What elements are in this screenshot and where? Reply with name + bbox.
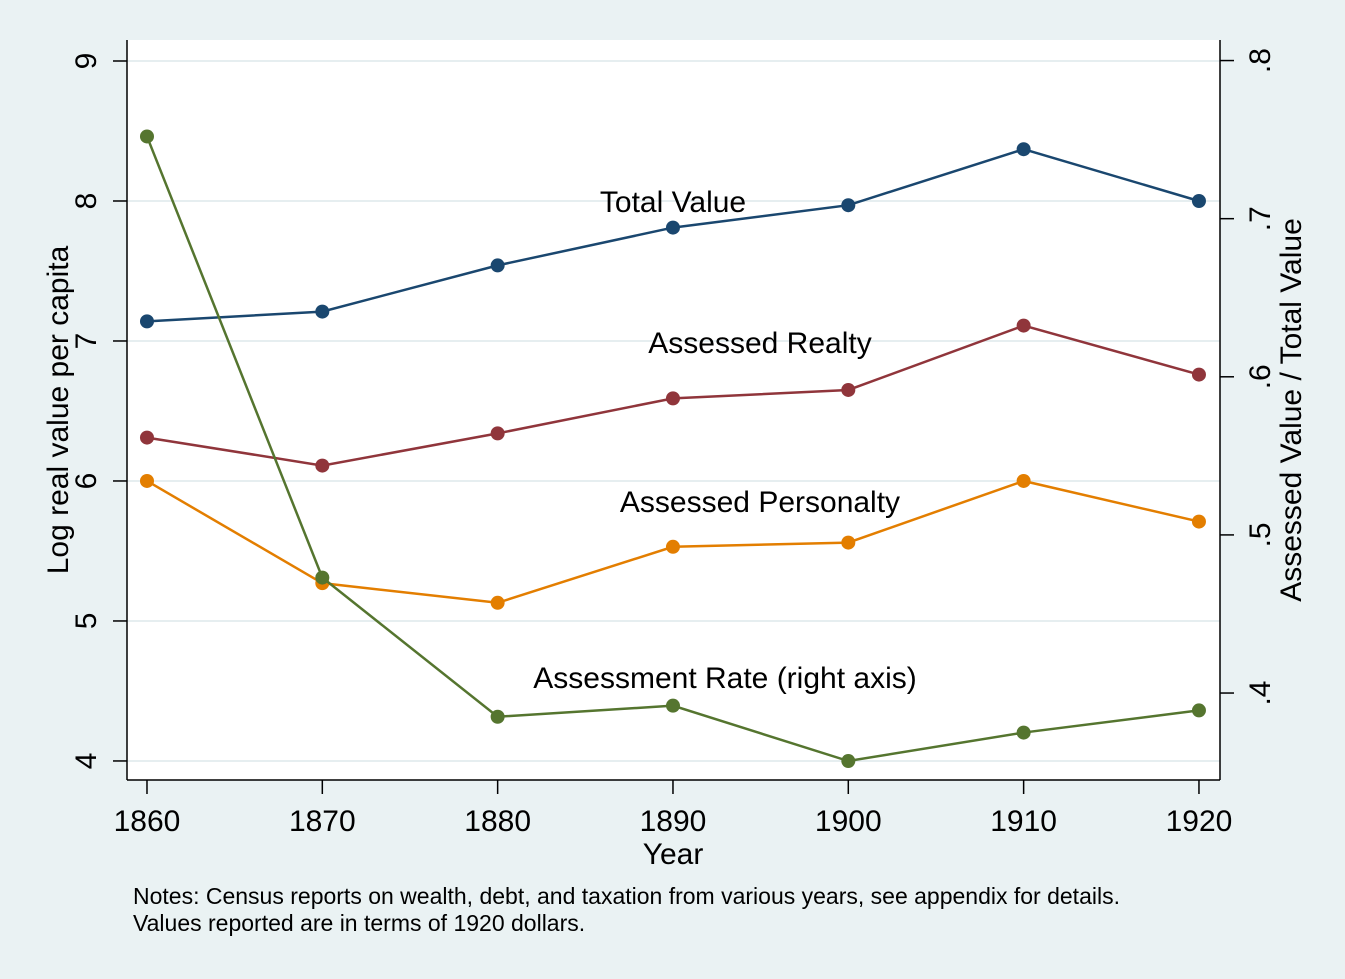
- marker: [139, 314, 154, 329]
- y-axis-title: Log real value per capita: [42, 245, 75, 574]
- marker: [139, 473, 154, 488]
- marker: [139, 430, 154, 445]
- note: Notes: Census reports on wealth, debt, a…: [133, 883, 1120, 909]
- y-tick-label: 5: [70, 613, 103, 630]
- y-tick-label: 8: [70, 193, 103, 210]
- marker: [1191, 193, 1206, 208]
- marker: [490, 258, 505, 273]
- marker: [841, 382, 856, 397]
- plot-area: [127, 40, 1220, 780]
- x-tick-label: 1890: [640, 805, 707, 838]
- x-tick-label: 1920: [1166, 805, 1233, 838]
- marker: [841, 535, 856, 550]
- y2-tick-label: .4: [1244, 681, 1277, 706]
- marker: [1191, 367, 1206, 382]
- marker: [315, 304, 330, 319]
- series-label: Total Value: [600, 186, 746, 219]
- y2-axis-title: Assessed Value / Total Value: [1275, 218, 1308, 602]
- marker: [665, 391, 680, 406]
- marker: [841, 198, 856, 213]
- marker: [139, 129, 154, 144]
- y-tick-label: 9: [70, 53, 103, 70]
- marker: [841, 754, 856, 769]
- marker: [315, 570, 330, 585]
- x-tick-label: 1910: [990, 805, 1057, 838]
- marker: [1191, 514, 1206, 529]
- series-label: Assessment Rate (right axis): [533, 662, 916, 695]
- x-axis-title: Year: [643, 838, 704, 871]
- marker: [1016, 725, 1031, 740]
- marker: [1016, 142, 1031, 157]
- x-tick-label: 1880: [464, 805, 531, 838]
- x-tick-label: 1900: [815, 805, 882, 838]
- marker: [490, 426, 505, 441]
- y2-tick-label: .7: [1244, 206, 1277, 231]
- marker: [1191, 703, 1206, 718]
- series-label: Assessed Personalty: [620, 486, 900, 519]
- marker: [315, 458, 330, 473]
- x-tick-label: 1860: [114, 805, 181, 838]
- series-label: Assessed Realty: [648, 327, 871, 360]
- marker: [665, 220, 680, 235]
- marker: [665, 698, 680, 713]
- note: Values reported are in terms of 1920 dol…: [133, 910, 585, 936]
- marker: [665, 539, 680, 554]
- y-tick-label: 4: [70, 753, 103, 770]
- y2-tick-label: .8: [1244, 48, 1277, 73]
- y2-tick-label: .6: [1244, 364, 1277, 389]
- marker: [490, 595, 505, 610]
- y-tick-label: 6: [70, 473, 103, 490]
- marker: [1016, 473, 1031, 488]
- x-tick-label: 1870: [289, 805, 356, 838]
- marker: [490, 709, 505, 724]
- y-tick-label: 7: [70, 333, 103, 350]
- marker: [1016, 318, 1031, 333]
- y2-tick-label: .5: [1244, 522, 1277, 547]
